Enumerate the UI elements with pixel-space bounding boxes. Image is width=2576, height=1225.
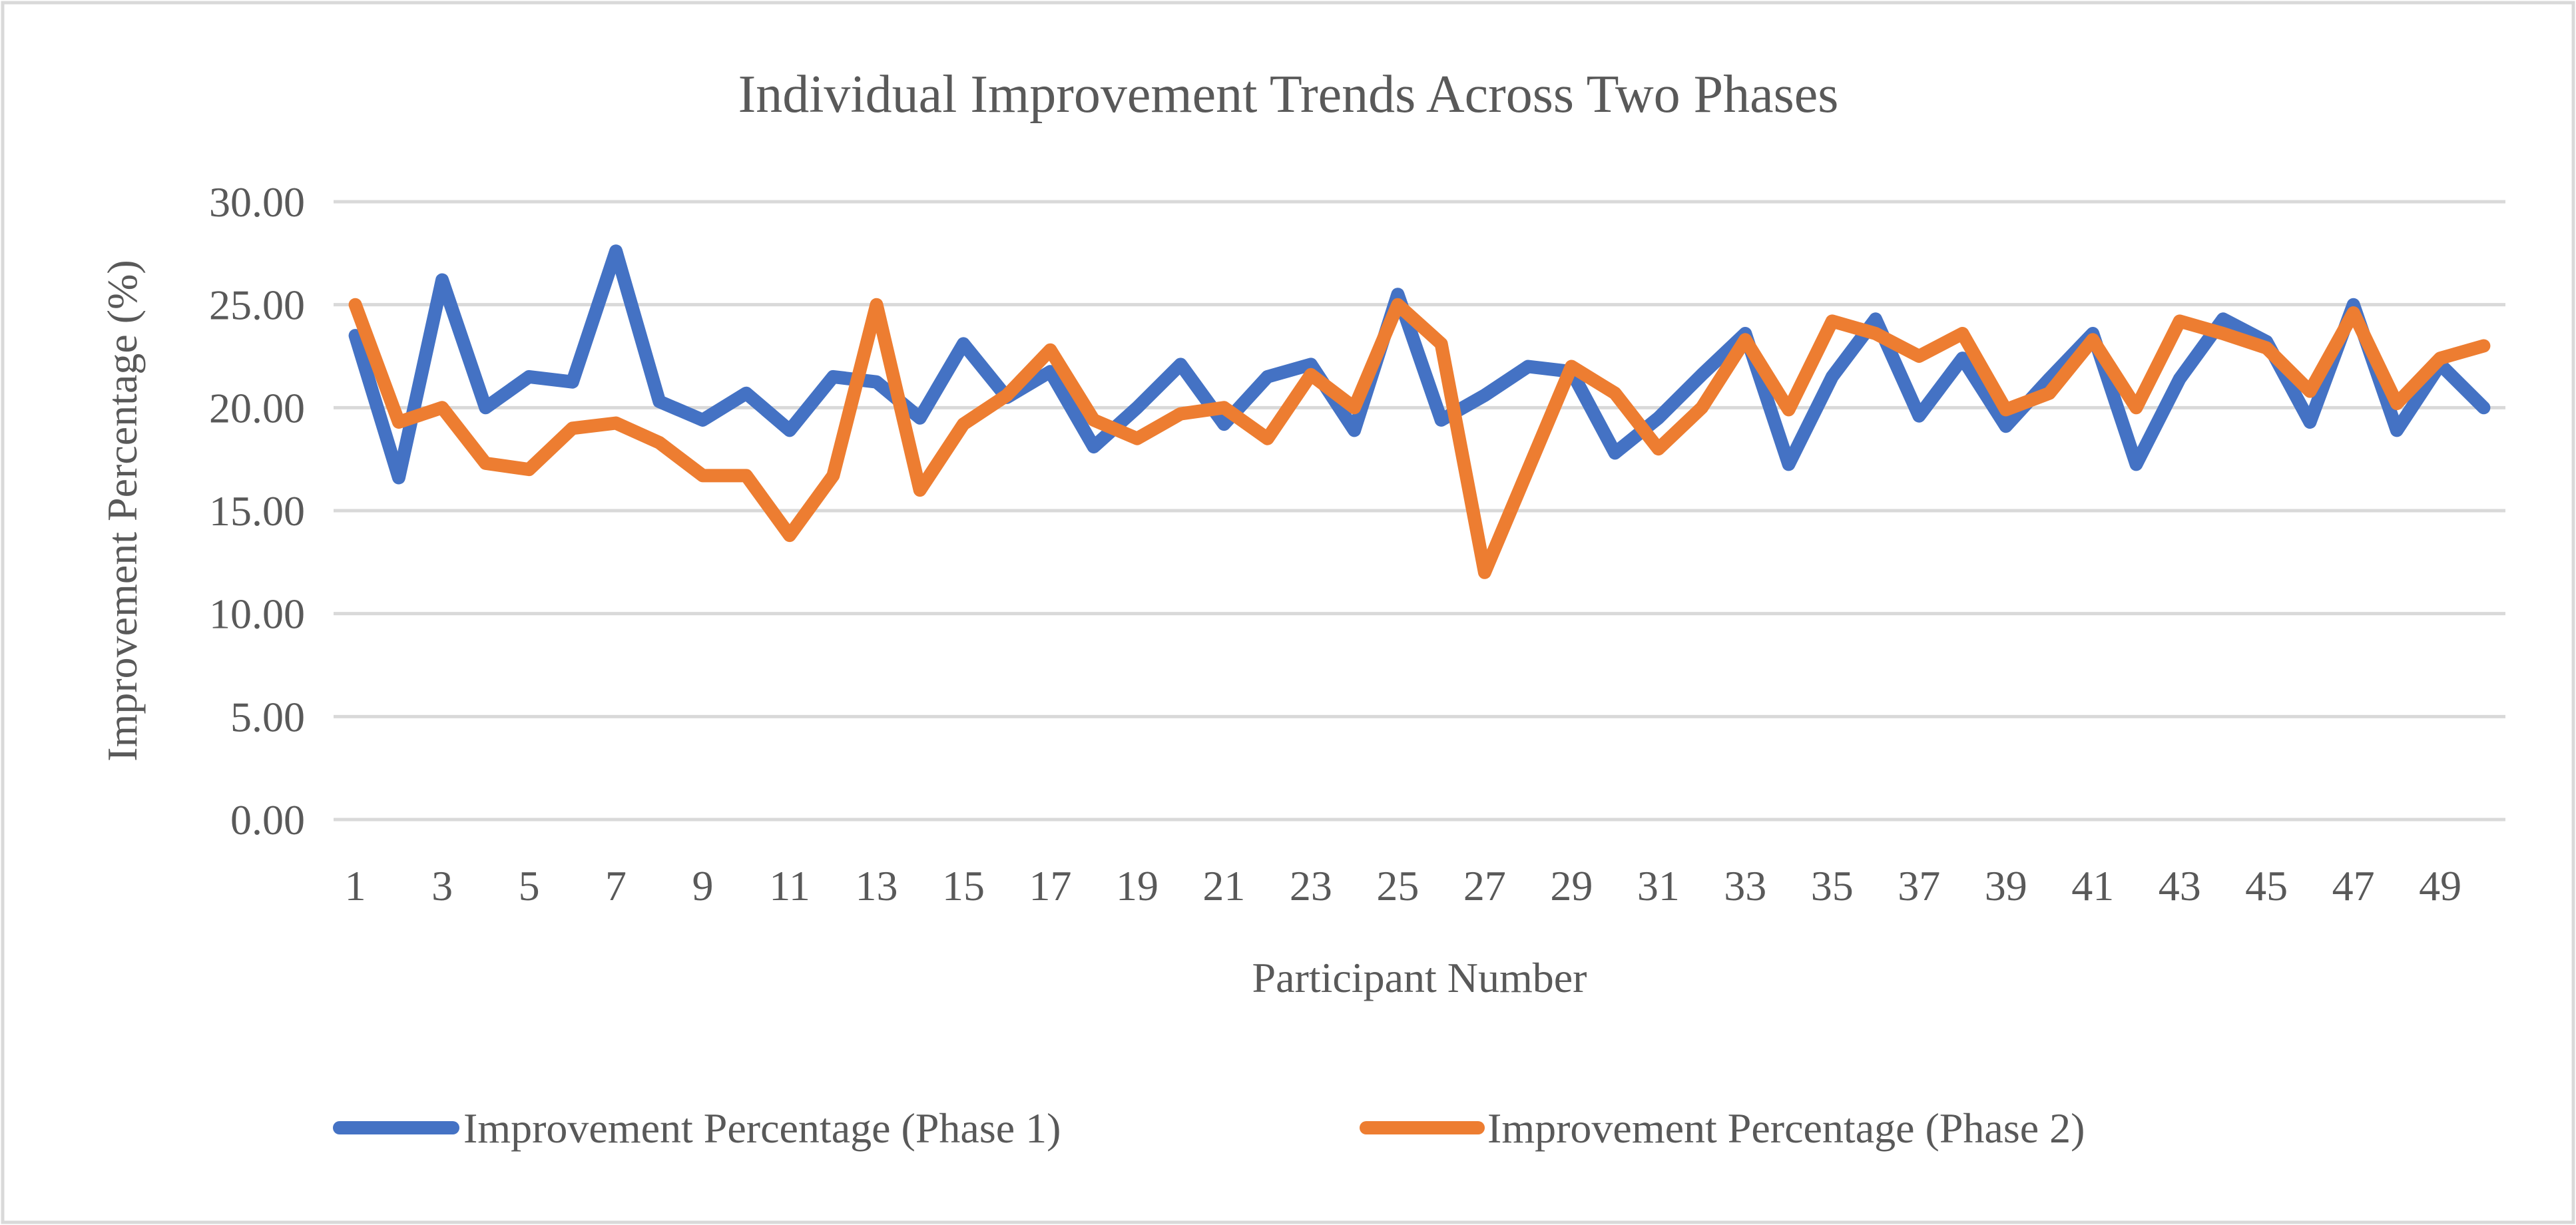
x-tick-label: 7 <box>605 862 627 909</box>
x-tick-label: 15 <box>942 862 985 909</box>
y-tick-label: 15.00 <box>209 487 305 535</box>
y-tick-label: 5.00 <box>230 693 305 740</box>
x-tick-label: 5 <box>519 862 540 909</box>
y-axis-tick-labels: 0.00 5.00 10.00 15.00 20.00 25.00 30.00 <box>209 178 305 844</box>
x-tick-label: 47 <box>2332 862 2375 909</box>
legend-item-phase-2[interactable]: Improvement Percentage (Phase 2) <box>1360 1104 2085 1152</box>
y-tick-label: 20.00 <box>209 384 305 431</box>
legend-label-phase-2: Improvement Percentage (Phase 2) <box>1487 1104 2085 1152</box>
x-axis-tick-labels: 1 3 5 7 9 11 13 15 17 19 21 23 25 27 29 31 33 35 37 39 41 43 4… <box>345 862 2462 909</box>
x-tick-label: 29 <box>1550 862 1593 909</box>
x-tick-label: 1 <box>345 862 366 909</box>
y-tick-label: 25.00 <box>209 282 305 329</box>
y-tick-label: 30.00 <box>209 178 305 226</box>
y-tick-label: 10.00 <box>209 591 305 638</box>
x-tick-label: 13 <box>856 862 898 909</box>
x-axis-title: Participant Number <box>1252 954 1587 1001</box>
x-tick-label: 23 <box>1290 862 1332 909</box>
x-tick-label: 45 <box>2245 862 2288 909</box>
x-tick-label: 33 <box>1724 862 1766 909</box>
x-tick-label: 31 <box>1637 862 1680 909</box>
x-tick-label: 21 <box>1202 862 1245 909</box>
x-tick-label: 39 <box>1985 862 2027 909</box>
x-tick-label: 9 <box>692 862 714 909</box>
series-lines <box>348 244 2491 579</box>
gridlines <box>334 200 2505 822</box>
x-tick-label: 19 <box>1116 862 1159 909</box>
x-tick-label: 37 <box>1898 862 1940 909</box>
y-tick-label: 0.00 <box>230 796 305 844</box>
series-line-phase-2 <box>348 298 2491 579</box>
x-tick-label: 35 <box>1811 862 1854 909</box>
x-tick-label: 17 <box>1029 862 1071 909</box>
series-line-phase-1 <box>348 244 2491 485</box>
y-axis-title: Improvement Percentage (%) <box>99 260 146 761</box>
x-tick-label: 49 <box>2419 862 2461 909</box>
x-tick-label: 43 <box>2159 862 2201 909</box>
legend-item-phase-1[interactable]: Improvement Percentage (Phase 1) <box>333 1104 1061 1152</box>
x-tick-label: 41 <box>2071 862 2114 909</box>
x-tick-label: 27 <box>1463 862 1506 909</box>
legend: Improvement Percentage (Phase 1) Improve… <box>333 1104 2085 1152</box>
x-tick-label: 11 <box>769 862 810 909</box>
x-tick-label: 25 <box>1376 862 1419 909</box>
chart-title: Individual Improvement Trends Across Two… <box>738 65 1839 124</box>
legend-label-phase-1: Improvement Percentage (Phase 1) <box>463 1104 1061 1152</box>
x-tick-label: 3 <box>431 862 453 909</box>
